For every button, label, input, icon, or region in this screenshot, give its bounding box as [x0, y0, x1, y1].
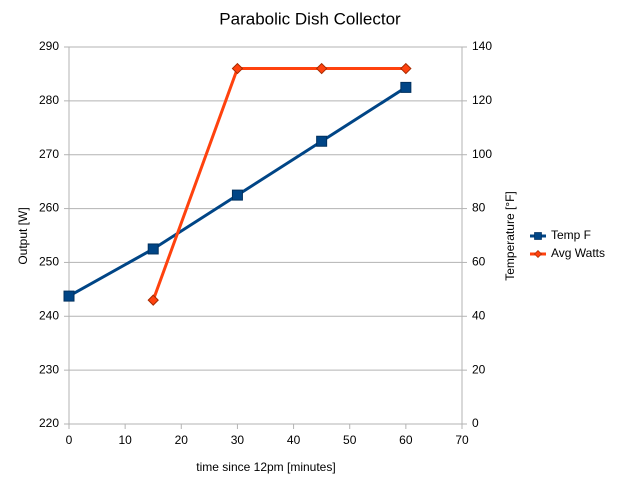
marker	[63, 290, 75, 302]
y-tick-label: 220	[39, 416, 59, 430]
marker	[231, 62, 244, 75]
legend-label: Avg Watts	[551, 246, 605, 260]
x-tick-label: 50	[343, 433, 357, 447]
y-tick-label: 290	[39, 39, 59, 53]
y-axis-label: Output [W]	[16, 207, 30, 264]
x-tick-label: 10	[118, 433, 132, 447]
y2-tick-label: 120	[472, 93, 492, 107]
x-tick-label: 20	[175, 433, 189, 447]
y-tick-label: 270	[39, 147, 59, 161]
series-line	[151, 67, 406, 301]
y-tick-label: 240	[39, 308, 59, 322]
y2-tick-label: 40	[472, 308, 486, 322]
x-axis-label: time since 12pm [minutes]	[196, 460, 335, 474]
x-tick-label: 60	[399, 433, 413, 447]
y-tick-label: 280	[39, 93, 59, 107]
y2-tick-label: 20	[472, 362, 486, 376]
marker	[400, 62, 412, 75]
x-tick-label: 0	[66, 433, 73, 447]
marker	[316, 135, 328, 147]
marker	[315, 62, 328, 75]
y-tick-label: 250	[39, 255, 59, 269]
y2-tick-label: 100	[472, 147, 492, 161]
y2-tick-label: 80	[472, 201, 486, 215]
legend-label: Temp F	[551, 228, 591, 242]
marker	[147, 243, 159, 255]
marker	[231, 189, 243, 201]
x-tick-label: 70	[455, 433, 469, 447]
marker	[147, 294, 159, 306]
x-tick-label: 40	[287, 433, 301, 447]
x-tick-label: 30	[231, 433, 245, 447]
legend-marker	[534, 232, 542, 240]
y-tick-label: 260	[39, 201, 59, 215]
plot-frame	[68, 46, 463, 425]
chart-title: Parabolic Dish Collector	[219, 9, 401, 28]
y2-tick-label: 60	[472, 255, 486, 269]
marker	[400, 81, 412, 93]
y2-axis-label: Temperature [°F]	[503, 191, 517, 281]
y2-tick-label: 0	[472, 416, 479, 430]
y2-tick-label: 140	[472, 39, 492, 53]
y-tick-label: 230	[39, 362, 59, 376]
legend-marker	[534, 250, 542, 258]
